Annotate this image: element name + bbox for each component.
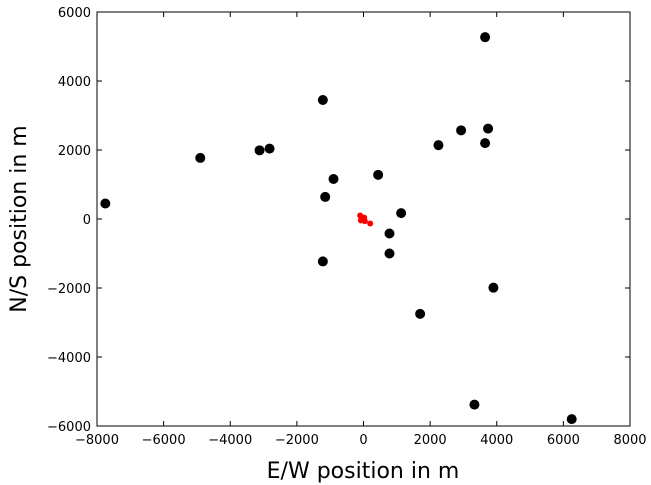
station-point [195, 152, 206, 163]
y-tick-label: −4000 [47, 351, 91, 366]
y-tick-label: 6000 [58, 6, 91, 21]
x-axis-title: E/W position in m [267, 459, 460, 484]
x-tick-label: −6000 [142, 433, 186, 448]
x-tick-label: −4000 [208, 433, 252, 448]
x-tick-label: 2000 [414, 433, 447, 448]
station-point [264, 143, 275, 154]
y-tick-label: 0 [83, 213, 91, 228]
plot-frame [96, 11, 631, 427]
station-point [456, 125, 467, 136]
station-point [480, 138, 491, 149]
station-point [488, 282, 499, 293]
station-point [328, 173, 339, 184]
station-point [396, 208, 407, 219]
x-tick-label: −8000 [75, 433, 119, 448]
station-point [100, 198, 111, 209]
x-tick-label: 6000 [547, 433, 580, 448]
x-tick-labels: −8000 −6000 −4000 −2000 0 2000 4000 6000 8000 [75, 433, 647, 448]
station-point [566, 414, 577, 425]
y-tick-label: −2000 [47, 282, 91, 297]
station-point [384, 248, 395, 259]
y-tick-label: −6000 [47, 420, 91, 435]
station-point [317, 256, 328, 267]
x-tick-label: 4000 [480, 433, 513, 448]
y-axis-title: N/S position in m [7, 125, 32, 312]
y-tick-label: 2000 [58, 144, 91, 159]
station-point [480, 32, 491, 43]
data-points [100, 32, 577, 425]
station-point [415, 308, 426, 319]
y-tick-label: 4000 [58, 75, 91, 90]
station-point [469, 399, 480, 410]
x-tick-label: −2000 [275, 433, 319, 448]
station-point [317, 94, 328, 105]
station-point [483, 123, 494, 134]
core-station-point [367, 220, 374, 227]
station-point [373, 169, 384, 180]
station-point [433, 140, 444, 151]
station-point [320, 191, 331, 202]
core-station-point [361, 218, 368, 225]
station-point [254, 145, 265, 156]
station-point [384, 228, 395, 239]
x-tick-label: 8000 [613, 433, 646, 448]
x-tick-label: 0 [359, 433, 367, 448]
y-tick-labels: −6000 −4000 −2000 0 2000 4000 6000 [47, 6, 91, 435]
